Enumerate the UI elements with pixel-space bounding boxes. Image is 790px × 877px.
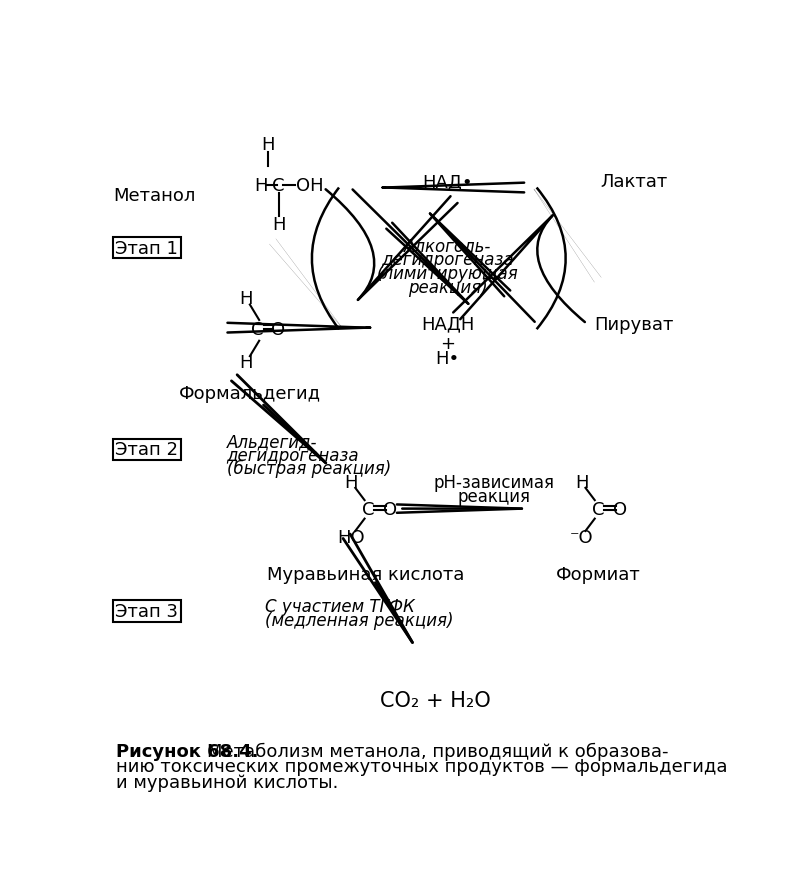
Text: НАД•: НАД• [422, 173, 472, 191]
Text: (медленная реакция): (медленная реакция) [265, 611, 454, 630]
Text: (лимитирующая: (лимитирующая [377, 265, 518, 283]
Text: Метаболизм метанола, приводящий к образова-: Метаболизм метанола, приводящий к образо… [207, 742, 669, 760]
Bar [113, 238, 181, 259]
Text: C: C [251, 321, 264, 339]
Text: H: H [344, 473, 358, 491]
Text: Муравьиная кислота: Муравьиная кислота [268, 566, 465, 583]
Text: CO₂ + H₂O: CO₂ + H₂O [381, 690, 491, 709]
Text: рН-зависимая: рН-зависимая [434, 473, 555, 491]
Text: OH: OH [296, 177, 324, 195]
Text: Пируват: Пируват [594, 316, 673, 333]
Text: Этап 1: Этап 1 [115, 239, 179, 257]
Text: O: O [383, 500, 397, 518]
Text: нию токсических промежуточных продуктов — формальдегида: нию токсических промежуточных продуктов … [116, 758, 728, 775]
Text: (быстрая реакция): (быстрая реакция) [227, 460, 391, 477]
Text: Лактат: Лактат [600, 173, 667, 191]
Text: Формальдегид: Формальдегид [179, 385, 321, 403]
Bar [113, 439, 181, 460]
Text: Альдегид-: Альдегид- [227, 433, 317, 451]
Text: Н•: Н• [435, 350, 460, 368]
Text: и муравьиной кислоты.: и муравьиной кислоты. [116, 773, 338, 791]
Text: Метанол: Метанол [113, 187, 196, 205]
Text: реакция): реакция) [408, 279, 487, 296]
Text: реакция: реакция [457, 487, 531, 505]
Bar [113, 601, 181, 622]
Text: C: C [362, 500, 374, 518]
Text: Алкоголь-: Алкоголь- [404, 238, 491, 255]
Text: Формиат: Формиат [556, 566, 641, 583]
Text: H: H [272, 216, 285, 233]
Text: O: O [613, 500, 627, 518]
Text: C: C [592, 500, 605, 518]
Text: O: O [271, 321, 285, 339]
Text: дегидрогеназа: дегидрогеназа [227, 446, 359, 464]
Text: Этап 3: Этап 3 [115, 602, 179, 620]
Text: С участием ТГФК: С участием ТГФК [265, 598, 415, 616]
Text: НАДН: НАДН [421, 316, 474, 333]
Text: дегидрогеназа: дегидрогеназа [382, 251, 514, 269]
Text: H: H [239, 354, 253, 372]
Text: HO: HO [337, 529, 365, 546]
Text: Этап 2: Этап 2 [115, 441, 179, 459]
Text: H: H [239, 290, 253, 308]
Text: H: H [254, 177, 268, 195]
Text: +: + [440, 335, 455, 353]
Text: Рисунок 68.4.: Рисунок 68.4. [116, 742, 258, 760]
Text: H: H [261, 136, 274, 154]
Text: H: H [575, 473, 589, 491]
Text: C: C [273, 177, 285, 195]
Text: ⁻O: ⁻O [570, 529, 593, 546]
